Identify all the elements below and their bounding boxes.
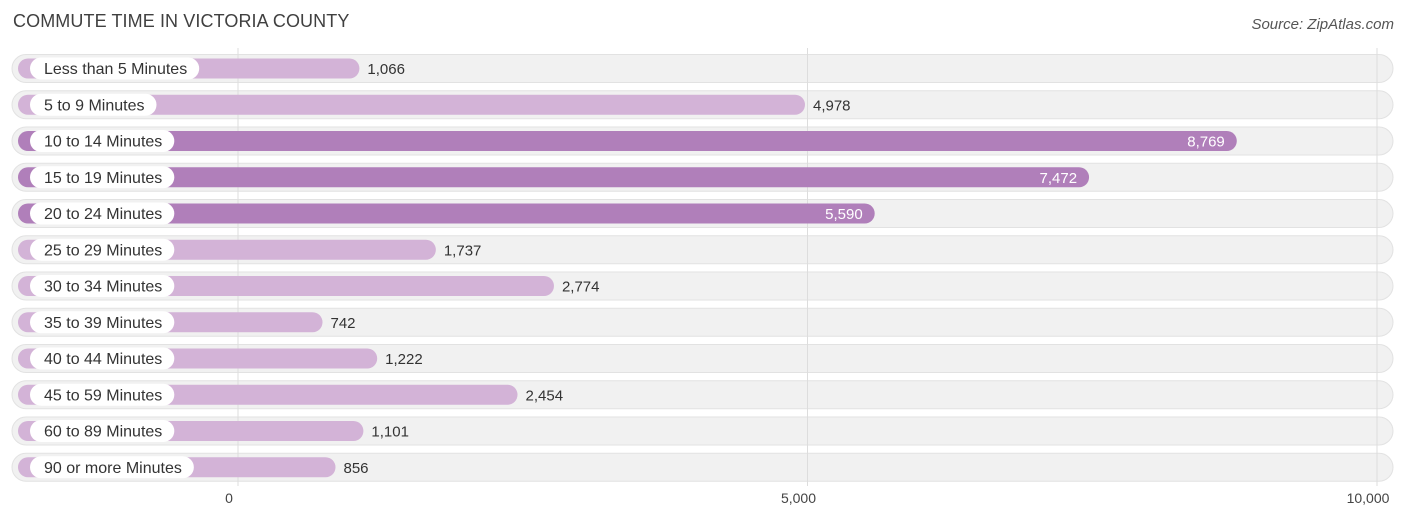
category-label: 15 to 19 Minutes [44,170,162,187]
commute-bar-chart: Less than 5 Minutes 5 to 9 Minutes 10 to 1… [0,0,1406,522]
value-label: 7,472 [1040,170,1078,187]
category-label: 40 to 44 Minutes [44,351,162,368]
x-axis-ticks: 0 5,000 10,000 [225,490,1390,506]
value-label: 5,590 [825,206,863,223]
category-labels: Less than 5 Minutes 5 to 9 Minutes 10 to 1… [30,58,199,479]
x-tick-label: 5,000 [781,490,816,506]
category-label: 25 to 29 Minutes [44,242,162,259]
value-label: 2,454 [526,387,564,404]
x-tick-label: 0 [225,490,233,506]
bar-tracks [12,55,1393,482]
value-label: 742 [331,315,356,332]
value-labels: 1,066 4,978 8,769 7,472 5,590 1,737 2,774 742 1,… [331,61,1225,477]
value-label: 856 [343,460,368,477]
bar [18,131,1237,151]
category-label: 45 to 59 Minutes [44,387,162,404]
value-label: 4,978 [813,97,851,114]
category-label: 60 to 89 Minutes [44,424,162,441]
category-label: 20 to 24 Minutes [44,206,162,223]
value-label: 2,774 [562,279,600,296]
bar [18,167,1089,187]
category-label: 35 to 39 Minutes [44,315,162,332]
category-label: 90 or more Minutes [44,460,182,477]
category-label: 30 to 34 Minutes [44,279,162,296]
value-label: 1,066 [367,61,405,78]
value-label: 1,737 [444,242,482,259]
category-label: 5 to 9 Minutes [44,97,145,114]
value-label: 1,222 [385,351,423,368]
value-label: 8,769 [1187,134,1225,151]
bars [18,59,1237,478]
category-label: Less than 5 Minutes [44,61,187,78]
category-label: 10 to 14 Minutes [44,134,162,151]
x-tick-label: 10,000 [1347,490,1390,506]
value-label: 1,101 [371,424,409,441]
